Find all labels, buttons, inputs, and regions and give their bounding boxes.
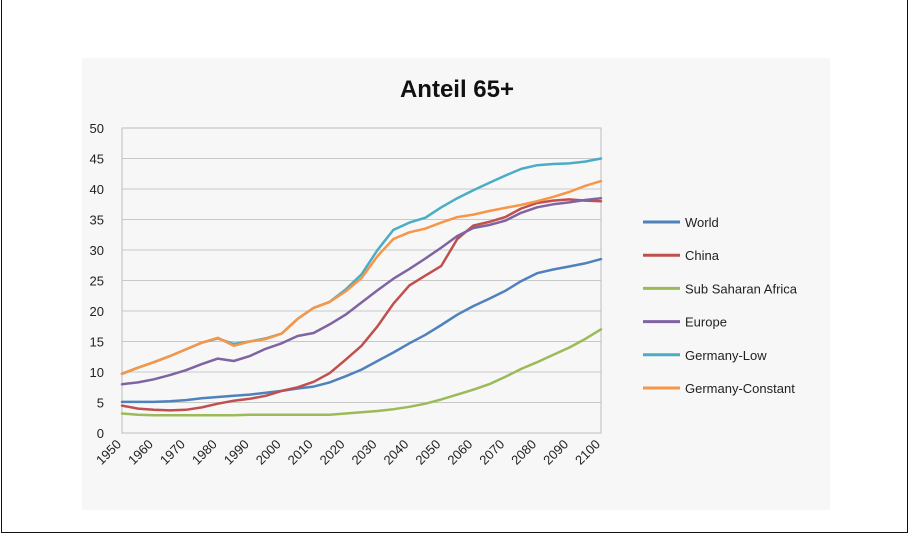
legend-label: Germany-Low bbox=[685, 348, 767, 363]
legend-label: China bbox=[685, 248, 720, 263]
legend: World China Sub Saharan Africa Europe German… bbox=[643, 215, 798, 396]
series-line-world bbox=[120, 257, 603, 404]
series-line-china bbox=[120, 198, 603, 412]
legend-label: World bbox=[685, 215, 719, 230]
y-tick-label: 45 bbox=[90, 152, 104, 167]
legend-label: Europe bbox=[685, 315, 727, 330]
y-tick-label: 20 bbox=[90, 304, 104, 319]
y-tick-label: 50 bbox=[90, 121, 104, 136]
y-tick-label: 15 bbox=[90, 335, 104, 350]
y-tick-label: 0 bbox=[97, 426, 104, 441]
y-axis: 0 5 10 15 20 25 30 35 40 45 50 bbox=[90, 121, 104, 441]
y-tick-label: 25 bbox=[90, 274, 104, 289]
series-line-germany-constant bbox=[120, 179, 603, 376]
series-line-europe bbox=[120, 196, 603, 386]
plot-area bbox=[121, 127, 602, 434]
y-tick-label: 10 bbox=[90, 365, 104, 380]
series-line-sub-saharan-africa bbox=[120, 328, 603, 417]
legend-label: Sub Saharan Africa bbox=[685, 281, 798, 296]
chart-title: Anteil 65+ bbox=[400, 76, 514, 103]
series-lines bbox=[120, 157, 603, 417]
legend-label: Germany-Constant bbox=[685, 381, 795, 396]
y-tick-label: 35 bbox=[90, 213, 104, 228]
chart-area-background bbox=[82, 58, 830, 510]
y-tick-label: 40 bbox=[90, 182, 104, 197]
plot-border bbox=[121, 127, 602, 434]
y-tick-label: 30 bbox=[90, 243, 104, 258]
y-tick-label: 5 bbox=[97, 396, 104, 411]
